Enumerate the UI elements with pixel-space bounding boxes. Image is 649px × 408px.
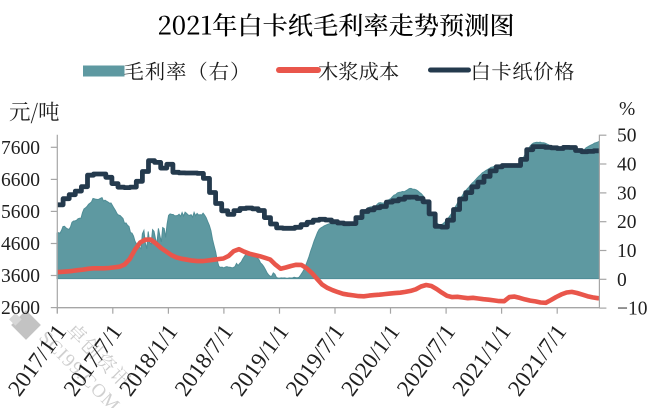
svg-text:6600: 6600 [1,170,40,191]
svg-text:4600: 4600 [1,234,40,255]
svg-text:10: 10 [617,241,637,262]
svg-text:20: 20 [617,212,637,233]
svg-text:%: % [619,99,635,120]
svg-text:50: 50 [617,126,637,147]
svg-text:30: 30 [617,183,637,204]
svg-text:5600: 5600 [1,202,40,223]
svg-text:−10: −10 [617,299,648,320]
svg-text:3600: 3600 [1,266,40,287]
svg-text:40: 40 [617,155,637,176]
svg-text:0: 0 [617,270,627,291]
svg-text:7600: 7600 [1,138,40,159]
svg-text:2600: 2600 [1,298,40,319]
